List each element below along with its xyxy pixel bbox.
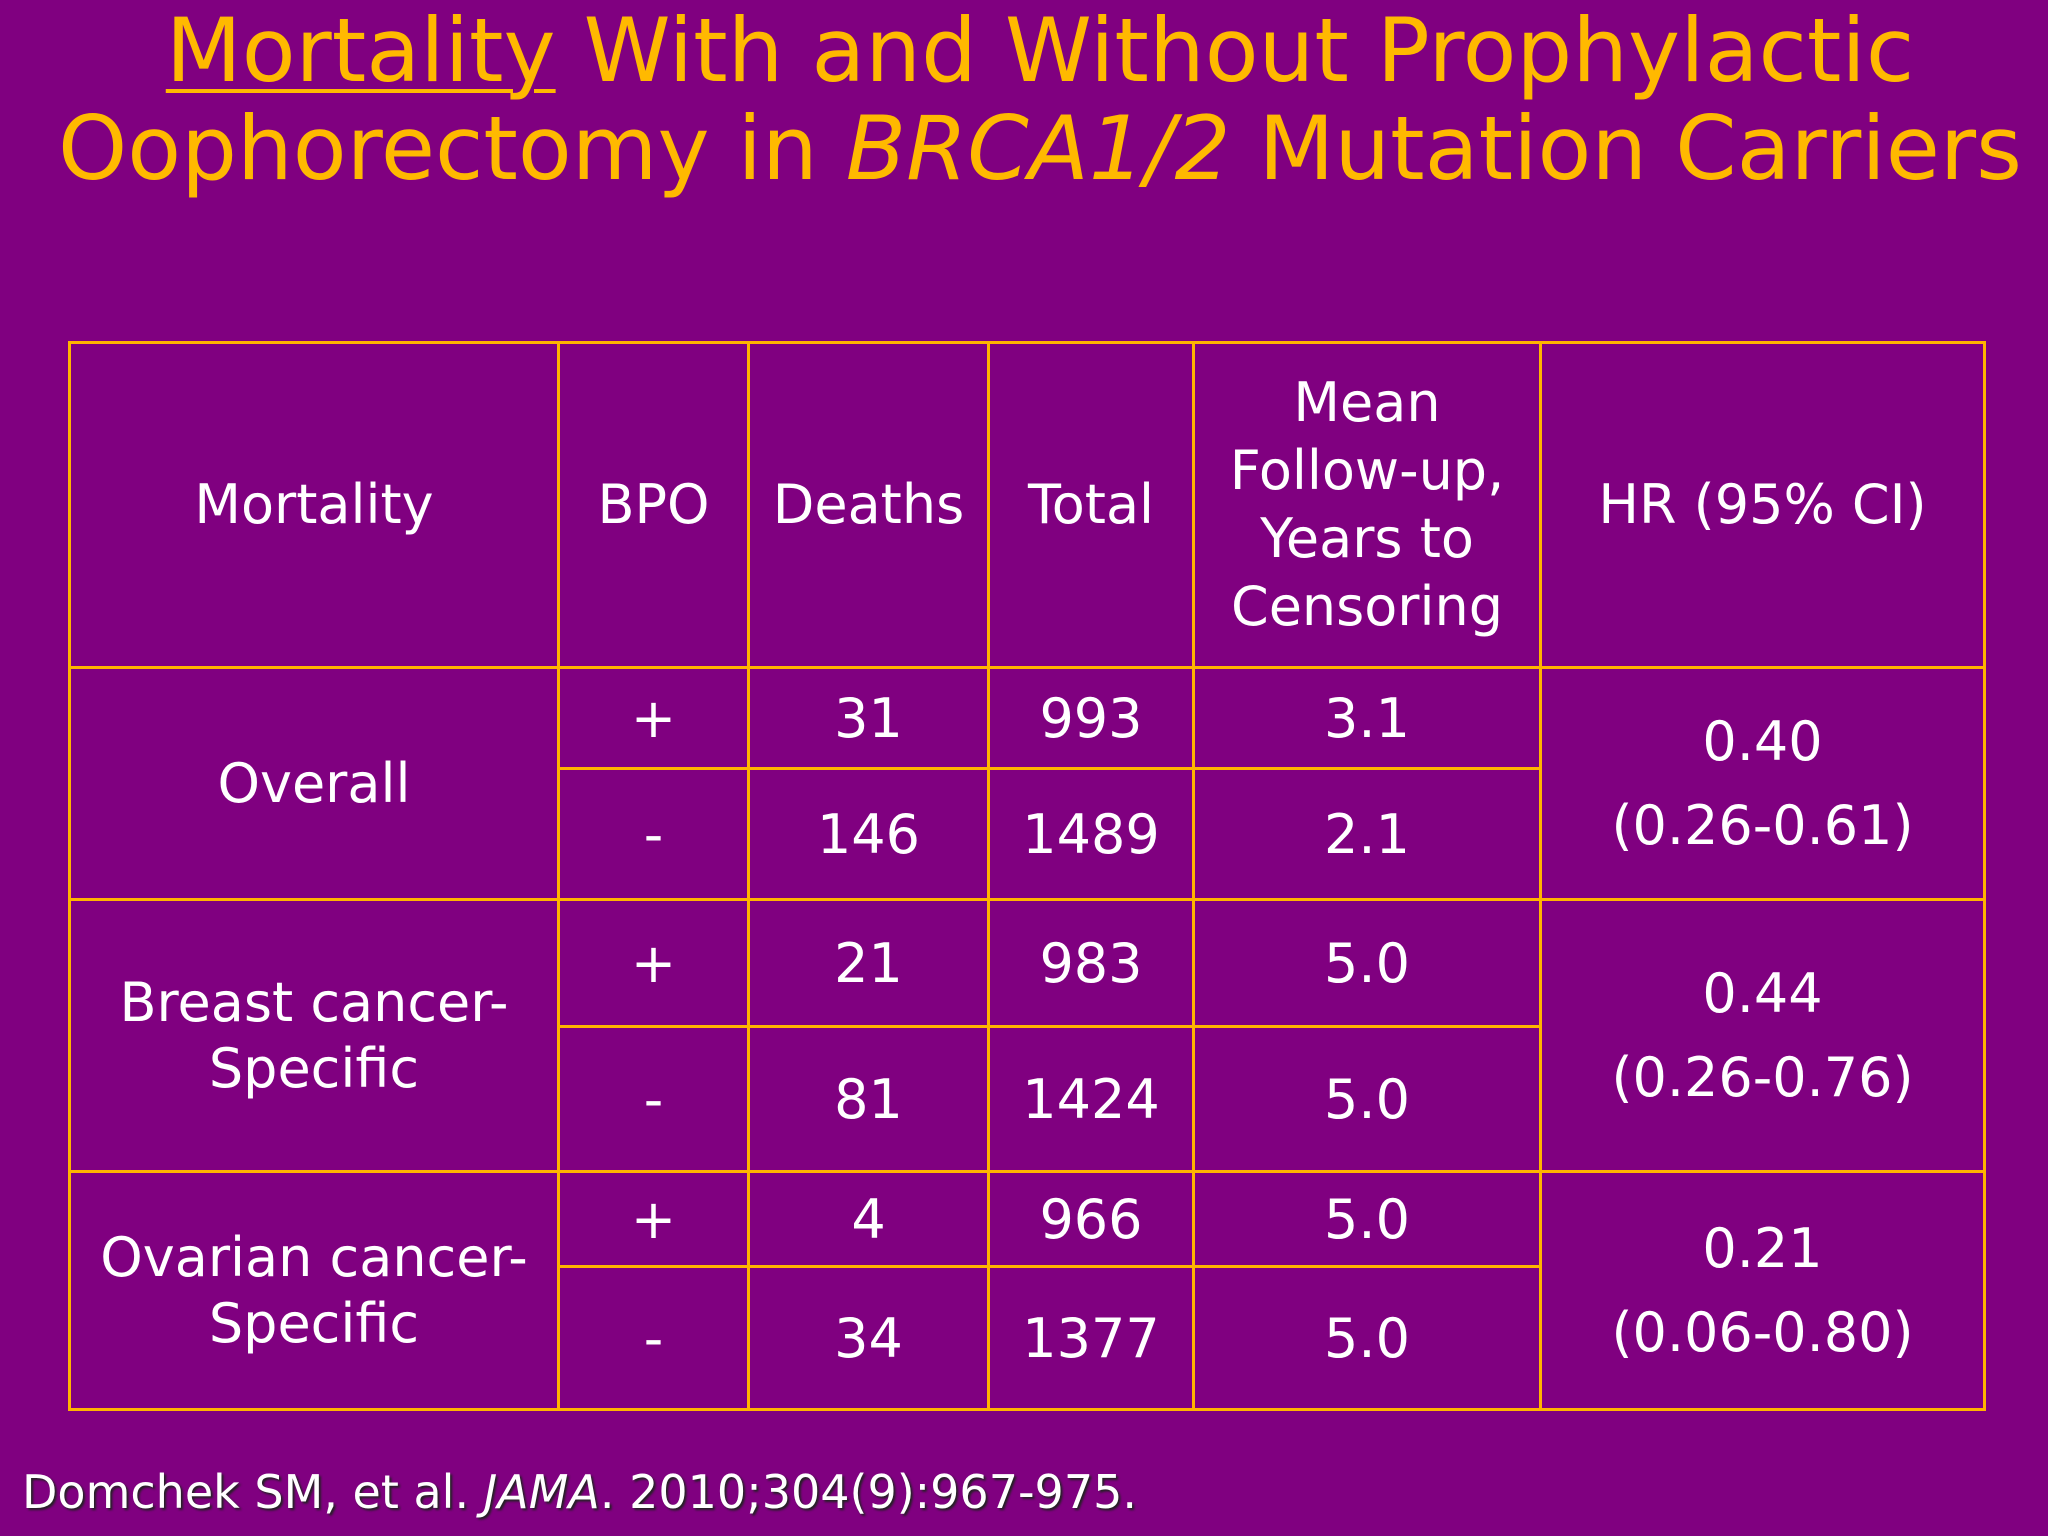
total-cell: 1377 bbox=[987, 1265, 1195, 1411]
followup-cell: 5.0 bbox=[1192, 1025, 1542, 1173]
deaths-cell: 4 bbox=[747, 1170, 990, 1268]
deaths-cell: 81 bbox=[747, 1025, 990, 1173]
header-bpo: BPO bbox=[557, 341, 750, 669]
header-hr: HR (95% CI) bbox=[1539, 341, 1986, 669]
hr-ci: (0.06-0.80) bbox=[1611, 1300, 1914, 1364]
total-cell: 1424 bbox=[987, 1025, 1195, 1173]
total-cell: 983 bbox=[987, 898, 1195, 1028]
hr-ci: (0.26-0.76) bbox=[1611, 1045, 1914, 1109]
header-followup: Mean Follow-up, Years to Censoring bbox=[1192, 341, 1542, 669]
title-part2: Mutation Carriers bbox=[1230, 97, 2022, 200]
bpo-cell: + bbox=[557, 666, 750, 770]
citation-journal: JAMA bbox=[483, 1465, 600, 1519]
table-row: - 146 1489 2.1 bbox=[70, 767, 1985, 901]
table-row: - 81 1424 5.0 bbox=[70, 1025, 1985, 1173]
group-label-breast: Breast cancer-Specific bbox=[68, 898, 560, 1173]
hr-cell-overall: 0.40 (0.26-0.61) bbox=[1539, 666, 1986, 901]
followup-cell: 5.0 bbox=[1192, 1265, 1542, 1411]
title-italic: BRCA1/2 bbox=[845, 97, 1231, 200]
citation-authors: Domchek SM, et al. bbox=[22, 1465, 484, 1519]
hr-cell-breast: 0.44 (0.26-0.76) bbox=[1539, 898, 1986, 1173]
bpo-cell: - bbox=[557, 1265, 750, 1411]
table-row: Overall + 31 993 3.1 0.40 (0.26-0.61) bbox=[68, 666, 1986, 901]
citation-details: . 2010;304(9):967-975. bbox=[599, 1465, 1137, 1519]
deaths-cell: 146 bbox=[747, 767, 990, 901]
table-row: Breast cancer-Specific + 21 983 5.0 0.44… bbox=[68, 898, 1986, 1173]
slide-title: Mortality With and Without Prophylactic … bbox=[40, 2, 2040, 198]
bpo-cell: - bbox=[557, 767, 750, 901]
total-cell: 993 bbox=[987, 666, 1195, 770]
hr-value: 0.21 bbox=[1702, 1216, 1823, 1280]
title-underlined: Mortality bbox=[165, 0, 556, 102]
deaths-cell: 21 bbox=[747, 898, 990, 1028]
followup-cell: 3.1 bbox=[1192, 666, 1542, 770]
group-label-ovarian: Ovarian cancer-Specific bbox=[68, 1170, 560, 1411]
mortality-table: Mortality BPO Deaths Total Mean Follow-u… bbox=[68, 341, 1986, 1411]
bpo-cell: - bbox=[557, 1025, 750, 1173]
bpo-cell: + bbox=[557, 1170, 750, 1268]
group-label-overall: Overall bbox=[68, 666, 560, 901]
hr-ci: (0.26-0.61) bbox=[1611, 793, 1914, 857]
header-mortality: Mortality bbox=[68, 341, 560, 669]
table-row: - 34 1377 5.0 bbox=[70, 1265, 1985, 1411]
header-deaths: Deaths bbox=[747, 341, 990, 669]
hr-value: 0.44 bbox=[1702, 961, 1823, 1025]
followup-cell: 2.1 bbox=[1192, 767, 1542, 901]
total-cell: 1489 bbox=[987, 767, 1195, 901]
header-total: Total bbox=[987, 341, 1195, 669]
followup-cell: 5.0 bbox=[1192, 898, 1542, 1028]
total-cell: 966 bbox=[987, 1170, 1195, 1268]
bpo-cell: + bbox=[557, 898, 750, 1028]
citation: Domchek SM, et al. JAMA. 2010;304(9):967… bbox=[22, 1465, 1137, 1519]
header-row: Mortality BPO Deaths Total Mean Follow-u… bbox=[68, 341, 1986, 669]
deaths-cell: 34 bbox=[747, 1265, 990, 1411]
hr-cell-ovarian: 0.21 (0.06-0.80) bbox=[1539, 1170, 1986, 1411]
deaths-cell: 31 bbox=[747, 666, 990, 770]
title-part1: With and Without Prophylactic Oophorecto… bbox=[58, 0, 1915, 200]
followup-cell: 5.0 bbox=[1192, 1170, 1542, 1268]
table-row: Ovarian cancer-Specific + 4 966 5.0 0.21… bbox=[68, 1170, 1986, 1411]
hr-value: 0.40 bbox=[1702, 709, 1823, 773]
